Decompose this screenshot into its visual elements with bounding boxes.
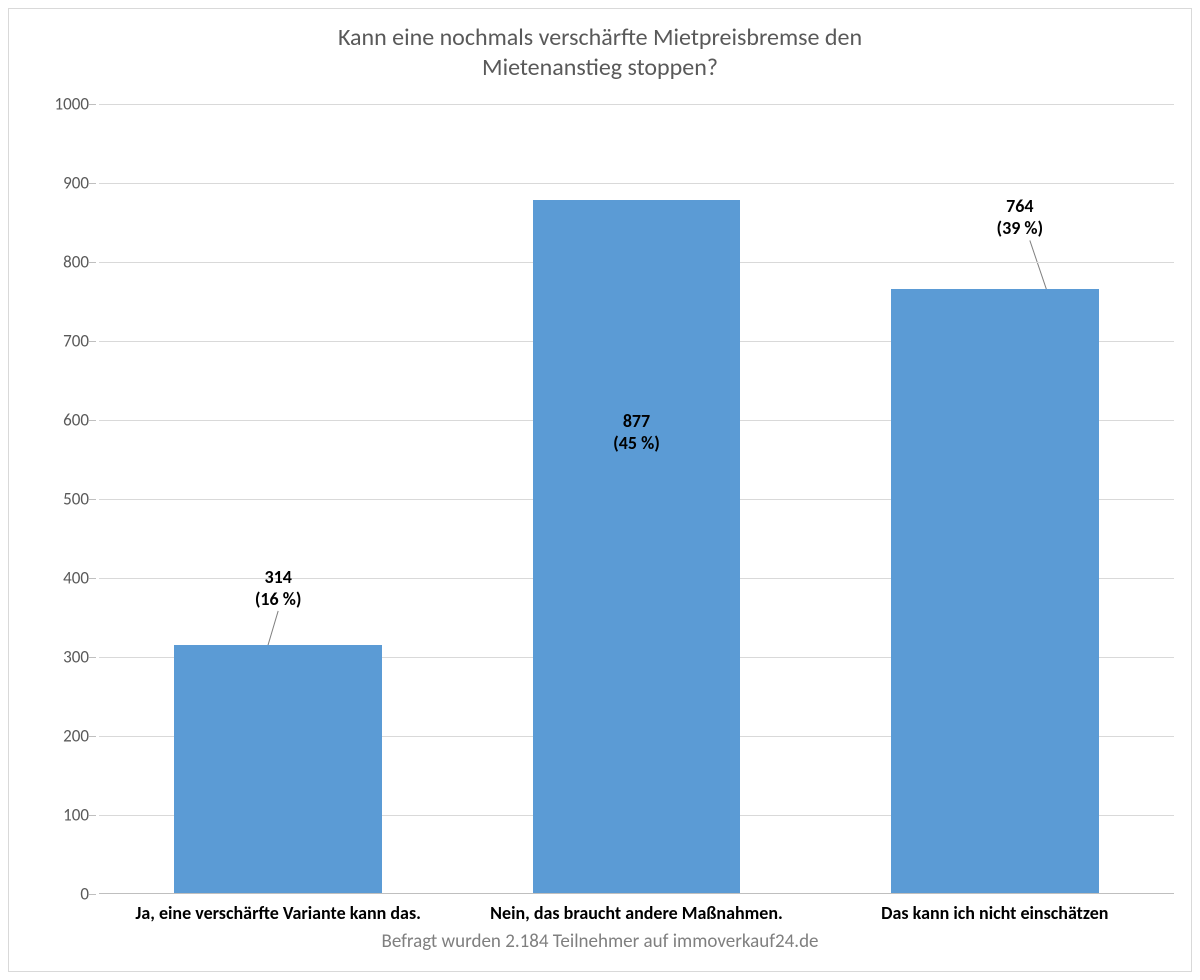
bar [891, 289, 1099, 893]
y-tick [89, 341, 96, 342]
x-axis-label: Ja, eine verschärfte Variante kann das. [99, 902, 457, 924]
chart-title-line2: Mietenanstieg stoppen? [482, 53, 718, 82]
y-tick [89, 262, 96, 263]
data-label-value: 877 [577, 411, 697, 433]
y-axis-label: 1000 [39, 94, 89, 115]
data-label-value: 764 [960, 196, 1080, 218]
y-tick [89, 657, 96, 658]
data-label-value: 314 [218, 567, 338, 589]
y-axis-label: 500 [39, 489, 89, 510]
bar [533, 200, 741, 893]
data-label: 764(39 %) [960, 196, 1080, 239]
gridline [99, 104, 1174, 105]
x-axis-label: Nein, das braucht andere Maßnahmen. [457, 902, 815, 924]
y-tick [89, 578, 96, 579]
y-tick [89, 499, 96, 500]
y-axis-label: 200 [39, 726, 89, 747]
y-axis-label: 300 [39, 647, 89, 668]
y-axis-label: 400 [39, 568, 89, 589]
y-tick [89, 736, 96, 737]
chart-title: Kann eine nochmals verschärfte Mietpreis… [9, 23, 1191, 83]
y-axis-label: 800 [39, 252, 89, 273]
chart-frame: Kann eine nochmals verschärfte Mietpreis… [8, 8, 1192, 972]
y-tick [89, 894, 96, 895]
data-label: 314(16 %) [218, 567, 338, 610]
y-tick [89, 183, 96, 184]
y-axis-label: 700 [39, 331, 89, 352]
gridline [99, 183, 1174, 184]
data-label-percent: (39 %) [960, 218, 1080, 240]
chart-caption: Befragt wurden 2.184 Teilnehmer auf immo… [9, 930, 1191, 953]
y-tick [89, 104, 96, 105]
plot-area: 01002003004005006007008009001000314(16 %… [99, 104, 1174, 894]
y-axis-label: 0 [39, 884, 89, 905]
data-label: 877(45 %) [577, 411, 697, 454]
data-label-percent: (16 %) [218, 589, 338, 611]
data-label-percent: (45 %) [577, 433, 697, 455]
bar [174, 645, 382, 893]
x-axis-label: Das kann ich nicht einschätzen [816, 902, 1174, 924]
y-axis-label: 900 [39, 173, 89, 194]
chart-title-line1: Kann eine nochmals verschärfte Mietpreis… [338, 23, 862, 52]
y-axis-label: 100 [39, 805, 89, 826]
y-tick [89, 420, 96, 421]
y-axis-label: 600 [39, 410, 89, 431]
y-tick [89, 815, 96, 816]
